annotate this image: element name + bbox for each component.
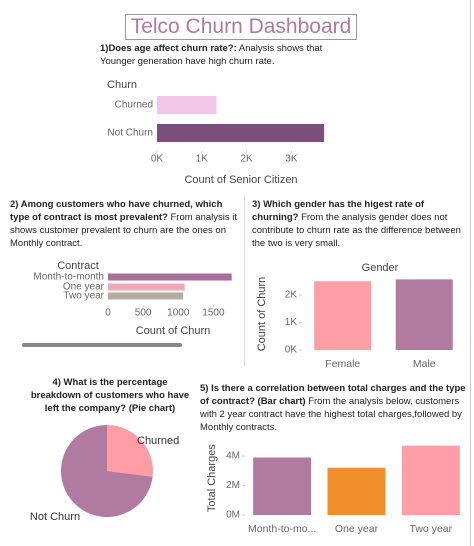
chart-header: Gender [362, 262, 399, 274]
divider [244, 196, 245, 366]
x-tick-label: Male [413, 358, 436, 370]
y-tick-label: 2M [226, 480, 240, 491]
chart: Gender Count of Churn 0K 1K 2K Female Male [256, 262, 453, 370]
y-axis-label: Count of Churn [256, 277, 268, 352]
divider [470, 0, 471, 546]
x-tick-label: 1500 [202, 308, 225, 319]
bar [314, 281, 372, 350]
category-label: Churned [115, 100, 153, 111]
x-tick-label: 1K [196, 154, 209, 165]
category-label: Two year [63, 291, 104, 302]
slice-label: Churned [137, 435, 179, 447]
x-axis-label: Count of Senior Citizen [184, 174, 297, 186]
question: 2) Among customers who have churned, whi… [10, 199, 223, 223]
bar [108, 283, 185, 291]
x-tick-label: 0 [105, 308, 111, 319]
question-2: 2) Among customers who have churned, whi… [10, 198, 242, 250]
dashboard-title: Telco Churn Dashboard [125, 14, 357, 40]
question: 3) Which gender has the higest rate of c… [252, 199, 425, 223]
x-tick-label: 1000 [167, 308, 190, 319]
y-tick-label: 4M [226, 451, 240, 462]
question-4: 4) What is the percentage breakdown of c… [30, 376, 190, 415]
chart: Churned Not Churn [30, 425, 179, 523]
answer: From analysis it shows customer prevalen… [10, 212, 237, 249]
x-axis-label: Count of Churn [136, 325, 211, 337]
bar [108, 273, 232, 281]
bar [401, 445, 460, 515]
question: 5) Is there a correlation between total … [200, 383, 466, 407]
answer: From the analysis below, customers with … [200, 396, 462, 433]
answer: Analysis shows that Younger generation h… [100, 43, 323, 67]
bar [157, 96, 217, 114]
bar [157, 124, 325, 142]
axis-header: Contract [57, 260, 99, 272]
bar [327, 467, 386, 515]
chart: Contract05001000150020Count of ChurnMont… [33, 260, 232, 337]
bar [253, 457, 312, 515]
category-label: Not Churn [107, 128, 153, 139]
scrollbar[interactable] [22, 343, 182, 347]
y-tick-label: 0M [226, 510, 240, 521]
y-tick-label: 2K [285, 290, 298, 301]
y-axis-label: Total Charges [206, 444, 218, 512]
pie-slice [61, 425, 153, 517]
slice-label: Not Churn [30, 511, 80, 523]
question-1: 1)Does age affect churn rate?: Analysis … [100, 42, 335, 68]
question-5: 5) Is there a correlation between total … [200, 382, 468, 434]
chart: Churn 0K 1K 2K 3K Count of Senior Citizen Chur… [107, 79, 325, 186]
pie-slice [107, 425, 153, 477]
question: 4) What is the percentage breakdown of c… [30, 377, 190, 414]
x-tick-label: Female [325, 358, 360, 370]
x-tick-label: 2K [240, 154, 253, 165]
question: 1)Does age affect churn rate?: [100, 43, 237, 54]
x-tick-label: 500 [135, 308, 152, 319]
x-tick-label: Two year [410, 523, 453, 535]
x-tick-label: 0K [151, 154, 164, 165]
category-label: Month-to-month [33, 272, 104, 283]
chart: Total Charges 0M 2M 4M Month-to-mo... One yea… [206, 444, 460, 535]
y-tick-label: 1K [285, 317, 298, 328]
bar [395, 279, 453, 350]
x-tick-label: 3K [285, 154, 298, 165]
axis-header: Churn [107, 79, 137, 91]
x-tick-label: One year [335, 523, 379, 535]
question-3: 3) Which gender has the higest rate of c… [252, 198, 470, 250]
y-tick-label: 0K [285, 345, 298, 356]
answer: From the analysis gender does not contri… [252, 212, 461, 249]
bar [108, 292, 184, 300]
category-label: One year [63, 282, 105, 293]
x-tick-label: Month-to-mo... [248, 523, 316, 535]
